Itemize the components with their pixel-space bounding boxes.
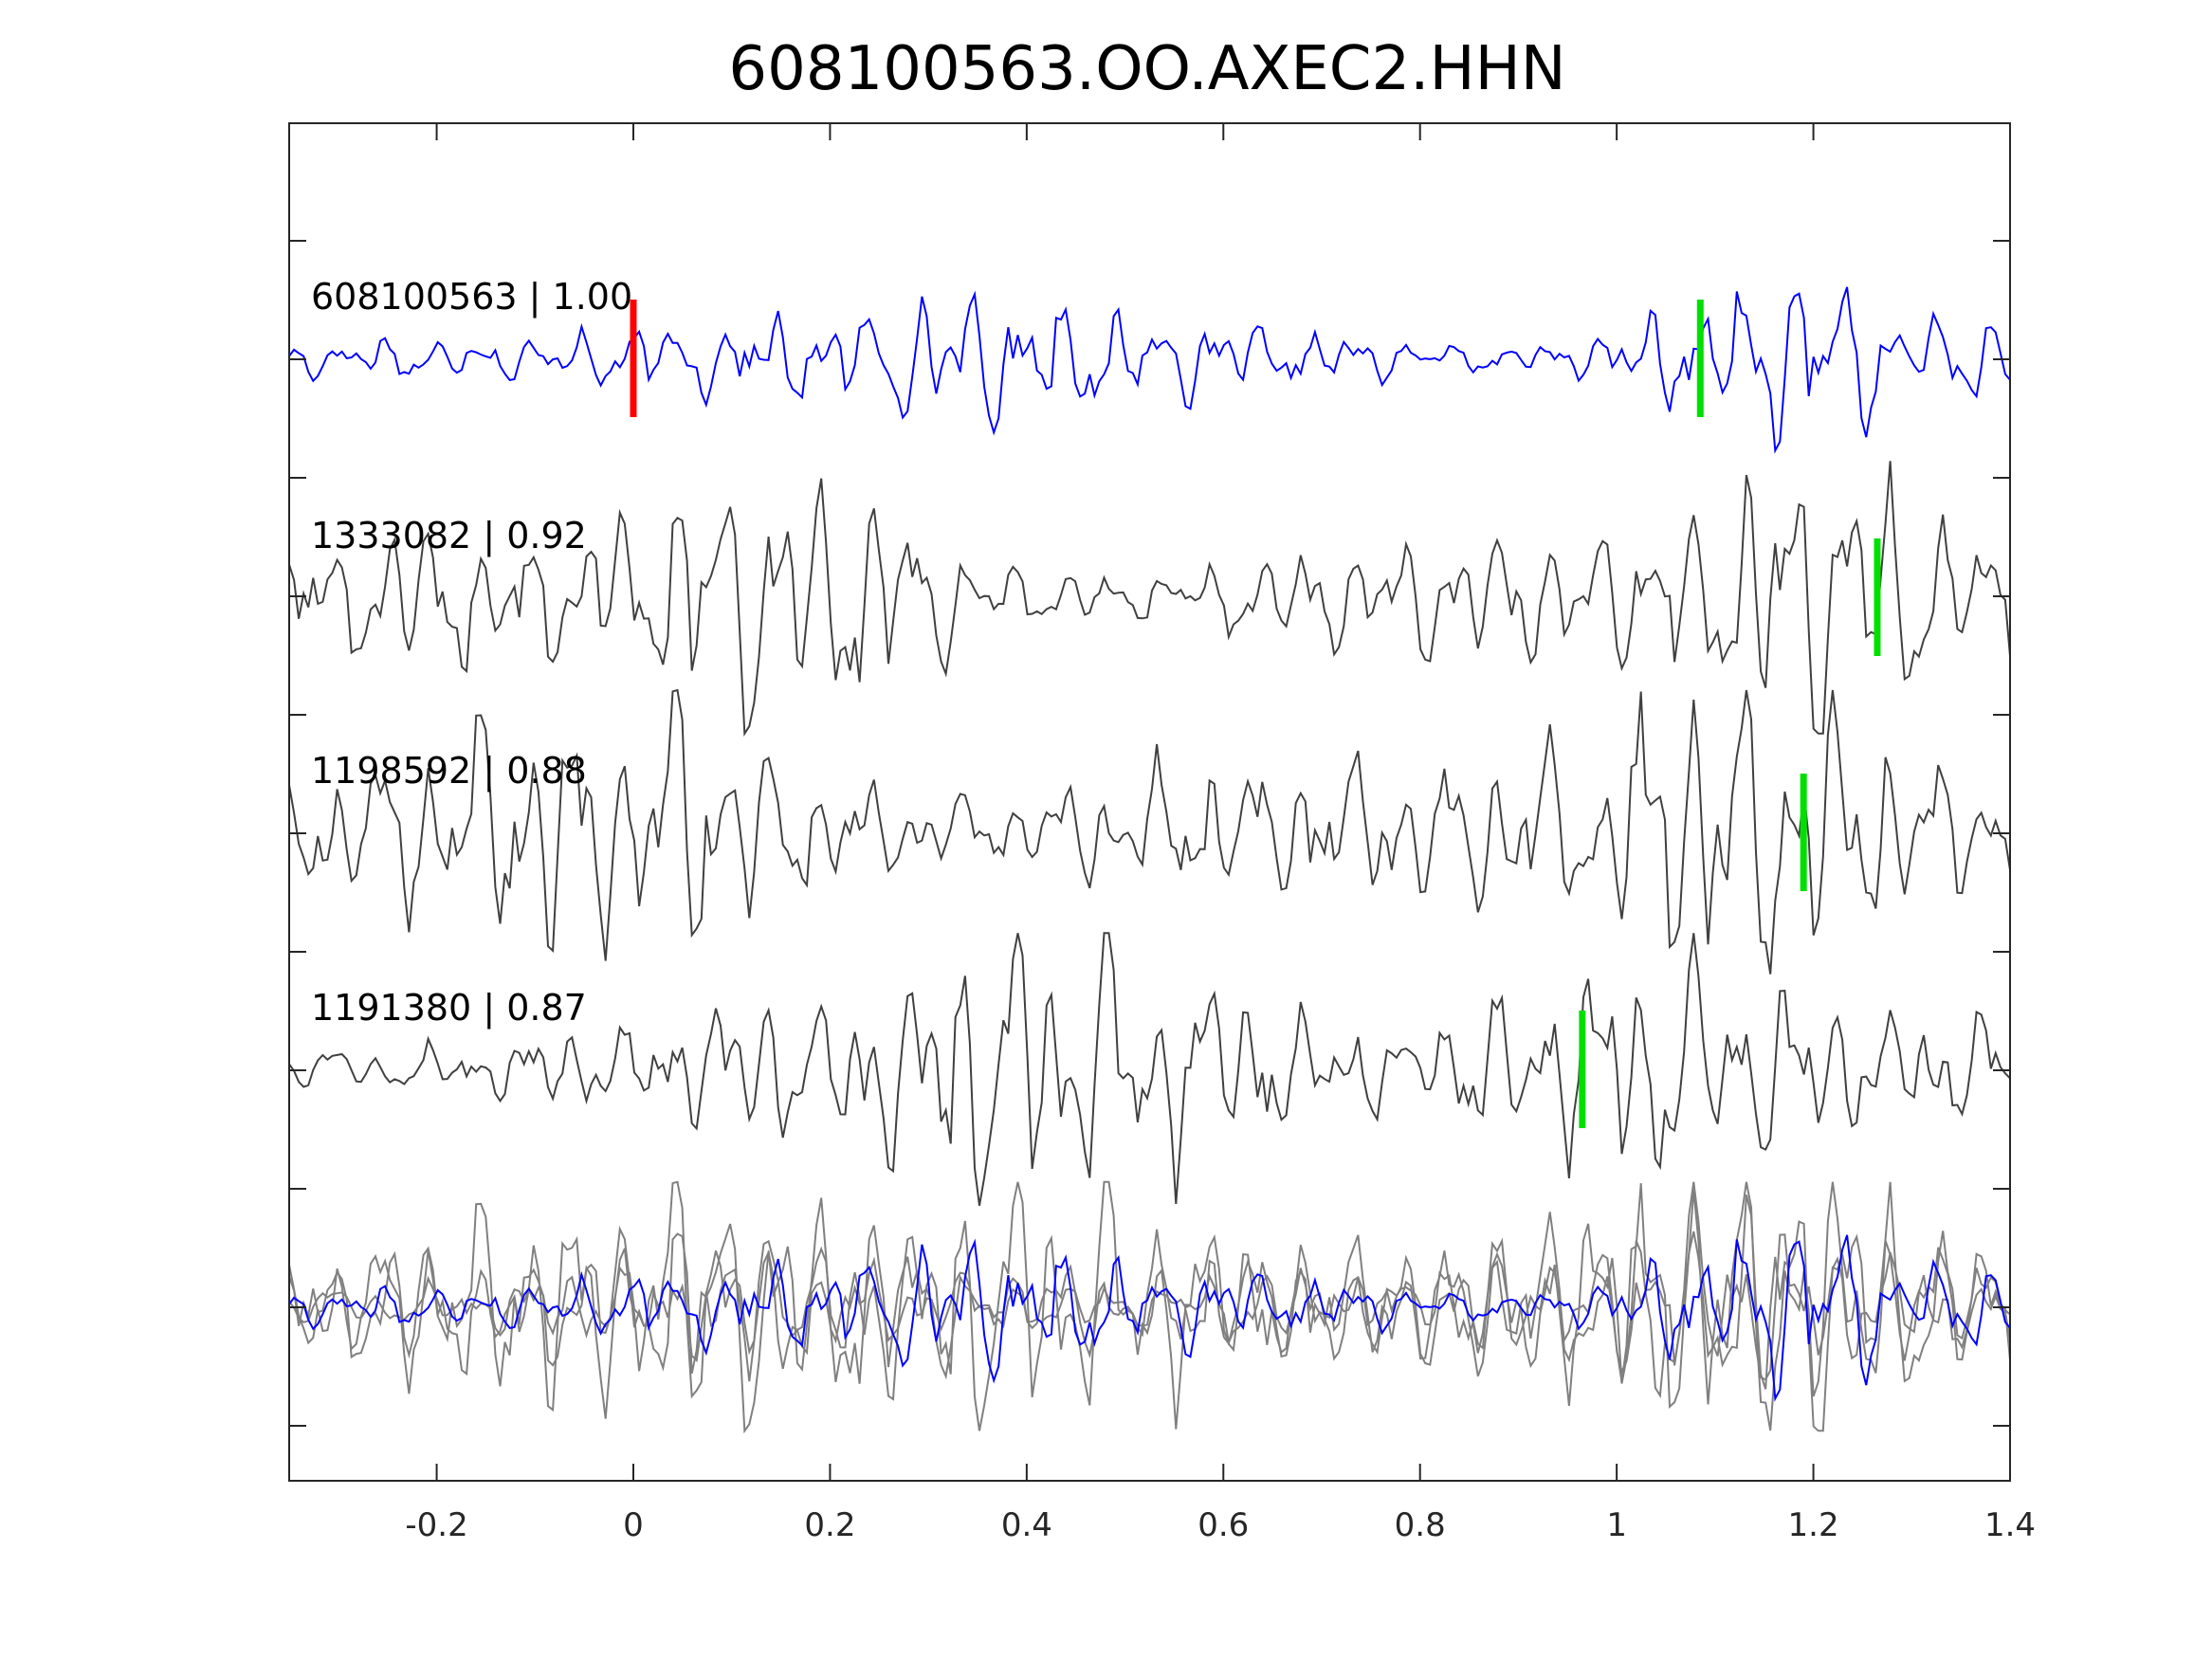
x-tick-label: 1 [1606,1506,1627,1544]
trace-label-1198592: 1198592 | 0.88 [311,750,587,793]
x-tick-label: 1.2 [1788,1506,1839,1544]
overlay-trace-1191380 [288,1180,2011,1431]
x-ticks-group: -0.2 0 0.2 0.4 0.6 0.8 1 1.2 1.4 [405,123,2036,1544]
x-tick-label: 0.4 [1001,1506,1052,1544]
plot-frame [288,122,2011,1482]
trace-label-1333082: 1333082 | 0.92 [311,515,587,557]
y-ticks-group [289,240,2010,1427]
overlay-group [288,1180,2011,1434]
x-tick-label: 0.2 [804,1506,855,1544]
trace-608100563-line [288,286,2011,454]
overlay-trace-1333082 [288,1181,2011,1434]
trace-1333082-line [288,461,2011,737]
picks-group [630,300,1881,1128]
traces-group [288,286,2011,1206]
trace-labels-group: 608100563 | 1.00 1333082 | 0.92 1198592 | … [311,276,632,1030]
chart-title: 608100563.OO.AXEC2.HHN [728,34,1565,104]
x-tick-label: 0 [623,1506,644,1544]
x-tick-label: 0.8 [1395,1506,1446,1544]
trace-label-1191380: 1191380 | 0.87 [311,987,587,1030]
x-tick-label: 1.4 [1984,1506,2036,1544]
trace-label-608100563: 608100563 | 1.00 [311,276,632,319]
x-tick-label: 0.6 [1197,1506,1249,1544]
x-tick-label: -0.2 [405,1506,467,1544]
trace-1198592-line [288,688,2011,975]
overlay-trace-608100563 [288,1234,2011,1402]
trace-1191380-line [288,932,2011,1206]
